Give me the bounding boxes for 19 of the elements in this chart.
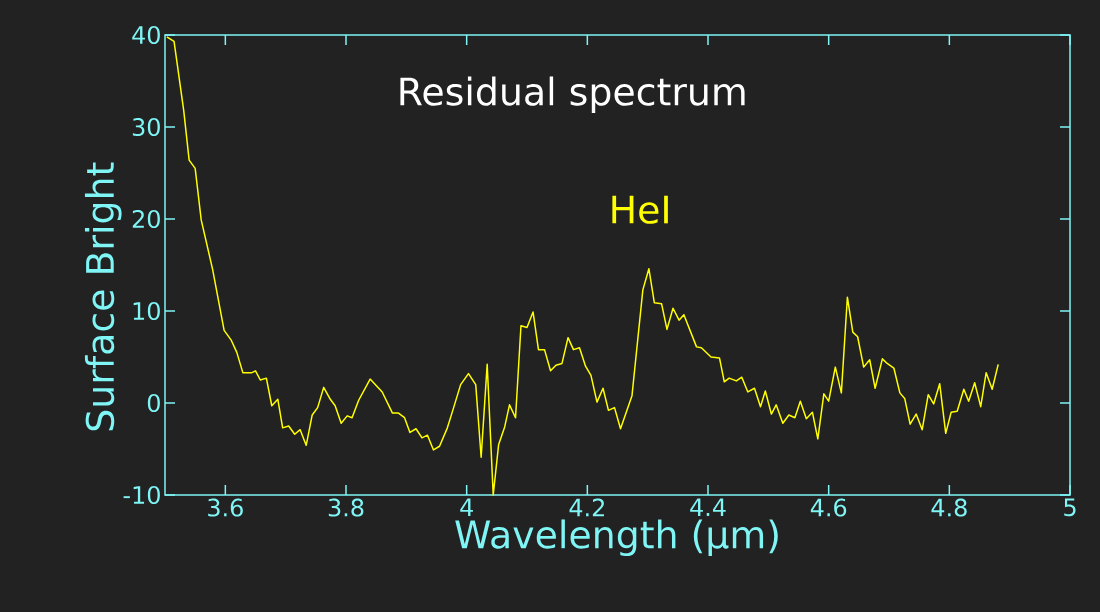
- annotation: HeI: [612, 195, 668, 224]
- y-tick-label: -10: [123, 485, 160, 505]
- x-tick-label: 4.8: [931, 498, 967, 517]
- x-tick-label: 4.2: [569, 498, 604, 517]
- x-tick-label: 3.8: [328, 498, 364, 517]
- y-tick-label: 40: [132, 25, 160, 45]
- x-tick-label: 4: [460, 498, 473, 516]
- y-axis-title: Surface Bright: [84, 162, 122, 431]
- y-tick-label: 0: [147, 393, 160, 413]
- x-tick-label: 4.4: [690, 498, 726, 516]
- annotation: Residual spectrum: [400, 76, 745, 114]
- line-series: [166, 36, 999, 496]
- y-tick-label: 30: [132, 117, 160, 137]
- x-tick-label: 4.6: [810, 498, 847, 517]
- x-axis-title: Wavelength (μm): [455, 519, 778, 557]
- y-tick-label: 10: [133, 301, 160, 321]
- y-tick-label: 20: [132, 209, 160, 229]
- x-tick-label: 3.6: [208, 498, 243, 517]
- x-tick-label: 5: [1064, 498, 1076, 517]
